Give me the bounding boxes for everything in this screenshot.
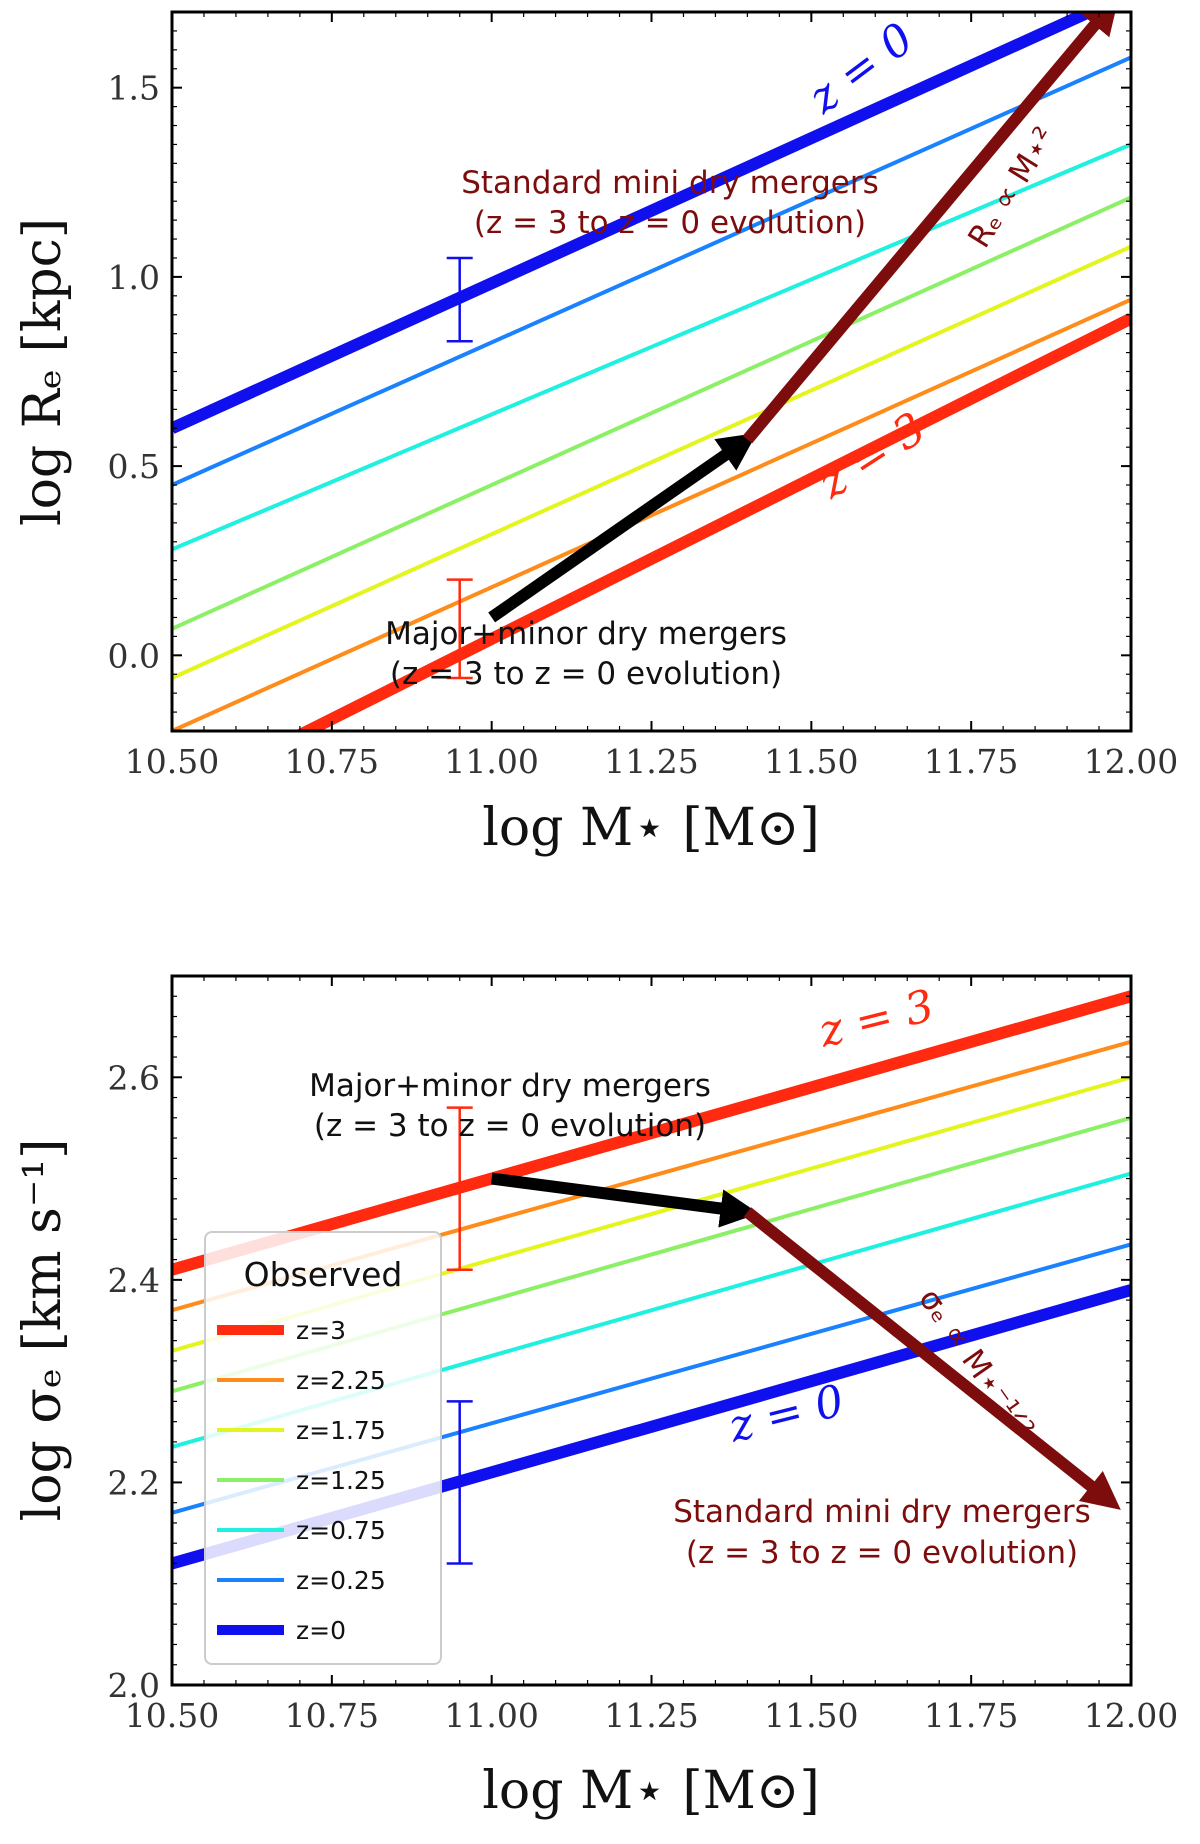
top-z3-label: z = 3 bbox=[809, 403, 935, 510]
bottom-annotation-major-line1: Major+minor dry mergers bbox=[309, 1068, 711, 1104]
legend-label: z=0.25 bbox=[296, 1566, 386, 1595]
dispersion-mass-panel: Major+minor dry mergers (z = 3 to z = 0 … bbox=[13, 974, 1178, 1821]
legend-item: z=3 bbox=[217, 1316, 346, 1345]
bottom-x-axis-label: log M⋆ [M⊙] bbox=[482, 1761, 819, 1821]
legend-item: z=2.25 bbox=[217, 1366, 386, 1395]
bottom-x-tick-label: 11.00 bbox=[444, 1696, 538, 1735]
top-y-tick-label: 0.0 bbox=[108, 636, 160, 675]
bottom-standard-mini-merger-arrow bbox=[743, 1207, 1121, 1510]
legend-entries: z=3 z=2.25 z=1.75 z=1.25 z=0.75 z=0.25 z=0 bbox=[217, 1316, 386, 1645]
bottom-annotation-standard-line2: (z = 3 to z = 0 evolution) bbox=[686, 1535, 1078, 1571]
top-errorbar-0 bbox=[446, 256, 473, 343]
legend-box bbox=[204, 1231, 442, 1665]
top-y-tick-label: 0.5 bbox=[108, 447, 160, 486]
bottom-annotation-major-line2: (z = 3 to z = 0 evolution) bbox=[314, 1108, 706, 1144]
bottom-x-tick-label: 11.75 bbox=[924, 1696, 1018, 1735]
top-standard-mini-merger-arrow bbox=[742, 12, 1120, 444]
top-x-tick-label: 10.75 bbox=[285, 742, 379, 781]
bottom-y-tick-label: 2.0 bbox=[108, 1666, 160, 1705]
top-x-axis-ticks: 10.50 10.75 11.00 11.25 11.50 11.75 12.00 bbox=[125, 12, 1178, 781]
legend: Observed z=3 z=2.25 z=1.75 z=1.25 z=0.75 z=0.… bbox=[204, 1231, 442, 1665]
dispersion-mass-arrows bbox=[490, 1172, 1121, 1510]
top-x-tick-label: 11.25 bbox=[604, 742, 698, 781]
size-mass-series-lines bbox=[172, 12, 1131, 731]
top-annotation-major-line2: (z = 3 to z = 0 evolution) bbox=[390, 656, 782, 692]
bottom-x-tick-label: 11.25 bbox=[604, 1696, 698, 1735]
size-mass-panel: Standard mini dry mergers (z = 3 to z = … bbox=[13, 10, 1178, 858]
legend-label: z=0 bbox=[296, 1616, 346, 1645]
bottom-x-tick-label: 10.50 bbox=[125, 1696, 219, 1735]
legend-item: z=1.25 bbox=[217, 1466, 386, 1495]
bottom-z3-label: z = 3 bbox=[813, 980, 939, 1058]
legend-label: z=1.75 bbox=[296, 1416, 386, 1445]
bottom-major-minor-merger-arrow bbox=[490, 1172, 759, 1228]
top-y-tick-label: 1.0 bbox=[108, 258, 160, 297]
bottom-z0-label: z = 0 bbox=[723, 1375, 849, 1453]
bottom-y-axis-label: log σₑ [km s⁻¹] bbox=[13, 1139, 73, 1522]
top-series-line-z-1-75 bbox=[172, 244, 1131, 680]
legend-item: z=0 bbox=[217, 1616, 346, 1645]
top-series-line-z-0 bbox=[172, 12, 1104, 434]
top-y-tick-label: 1.5 bbox=[108, 69, 160, 108]
legend-item: z=0.75 bbox=[217, 1516, 386, 1545]
legend-item: z=1.75 bbox=[217, 1416, 386, 1445]
top-x-tick-label: 11.00 bbox=[444, 742, 538, 781]
bottom-y-tick-label: 2.4 bbox=[108, 1261, 160, 1300]
size-mass-errorbars bbox=[446, 256, 473, 680]
size-mass-arrows bbox=[488, 12, 1120, 623]
top-annotation-standard-line2: (z = 3 to z = 0 evolution) bbox=[474, 205, 866, 241]
bottom-y-tick-label: 2.6 bbox=[108, 1058, 160, 1097]
legend-label: z=0.75 bbox=[296, 1516, 386, 1545]
top-x-axis-label: log M⋆ [M⊙] bbox=[482, 798, 819, 858]
top-errorbar-1 bbox=[446, 578, 473, 680]
top-x-tick-label: 10.50 bbox=[125, 742, 219, 781]
dispersion-mass-errorbars bbox=[446, 1106, 473, 1565]
top-y-axis-ticks: 0.0 0.5 1.0 1.5 bbox=[108, 11, 1131, 732]
top-major-minor-merger-arrow bbox=[488, 433, 757, 623]
top-annotation-major-line1: Major+minor dry mergers bbox=[385, 616, 787, 652]
top-series-line-z-0-75 bbox=[172, 142, 1131, 552]
top-annotation-standard-line1: Standard mini dry mergers bbox=[461, 165, 879, 201]
legend-item: z=0.25 bbox=[217, 1566, 386, 1595]
top-z0-label: z = 0 bbox=[799, 13, 923, 124]
bottom-x-tick-label: 12.00 bbox=[1084, 1696, 1178, 1735]
top-series-line-z-2-25 bbox=[172, 297, 1131, 731]
top-x-tick-label: 11.75 bbox=[924, 742, 1018, 781]
bottom-x-tick-label: 10.75 bbox=[285, 1696, 379, 1735]
legend-label: z=1.25 bbox=[296, 1466, 386, 1495]
top-x-tick-label: 11.50 bbox=[764, 742, 858, 781]
bottom-x-axis-ticks: 10.50 10.75 11.00 11.25 11.50 11.75 12.00 bbox=[125, 976, 1178, 1735]
bottom-annotation-standard-line1: Standard mini dry mergers bbox=[673, 1494, 1091, 1530]
top-series-line-z-0-25 bbox=[172, 55, 1131, 487]
bottom-errorbar-0 bbox=[446, 1106, 473, 1271]
bottom-series-line-z-3 bbox=[172, 990, 1131, 1276]
bottom-errorbar-1 bbox=[446, 1400, 473, 1565]
top-x-tick-label: 12.00 bbox=[1084, 742, 1178, 781]
bottom-y-tick-label: 2.2 bbox=[108, 1463, 160, 1502]
bottom-x-tick-label: 11.50 bbox=[764, 1696, 858, 1735]
top-y-axis-label: log Rₑ [kpc] bbox=[13, 218, 73, 526]
legend-title: Observed bbox=[244, 1255, 403, 1294]
legend-label: z=3 bbox=[296, 1316, 346, 1345]
bottom-y-axis-ticks: 2.0 2.2 2.4 2.6 bbox=[108, 975, 1131, 1705]
top-series-line-z-3 bbox=[294, 313, 1131, 731]
legend-label: z=2.25 bbox=[296, 1366, 386, 1395]
top-series-line-z-1-25 bbox=[172, 195, 1131, 631]
